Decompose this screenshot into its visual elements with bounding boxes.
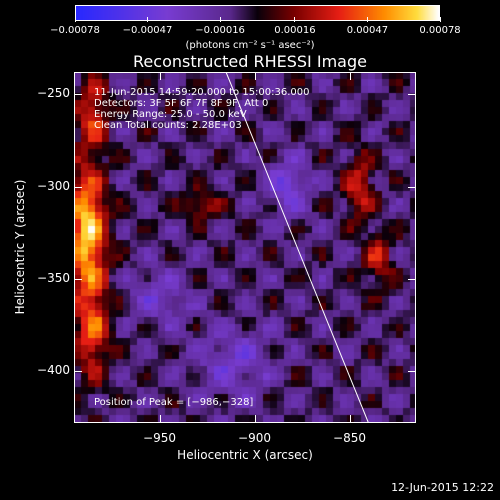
y-tick-mark bbox=[74, 94, 82, 96]
x-axis-label: Heliocentric X (arcsec) bbox=[177, 448, 313, 462]
colorbar-tick-mark bbox=[294, 17, 296, 22]
y-tick-label: −300 bbox=[37, 178, 70, 193]
colorbar-tick-label: −0.00047 bbox=[122, 25, 173, 36]
annotation-energy: Energy Range: 25.0 - 50.0 keV bbox=[94, 109, 247, 120]
x-tick-mark bbox=[254, 415, 256, 423]
colorbar-tick-mark bbox=[219, 17, 221, 22]
x-tick-label: −850 bbox=[333, 431, 366, 445]
colorbar-tick-label: −0.00078 bbox=[50, 25, 100, 36]
annotation-time: 11-Jun-2015 14:59:20.000 to 15:00:36.000 bbox=[94, 87, 310, 98]
annotation-detectors: Detectors: 3F 5F 6F 7F 8F 9F, Att 0 bbox=[94, 98, 269, 109]
colorbar-tick-label: 0.00078 bbox=[419, 25, 461, 36]
x-tick-label: −950 bbox=[143, 431, 176, 445]
peak-position-label: Position of Peak = [−986,−328] bbox=[94, 397, 254, 408]
annotation-clean: Clean Total counts: 2.28E+03 bbox=[94, 120, 242, 131]
x-tick-mark bbox=[254, 72, 256, 80]
colorbar-tick-label: 0.00016 bbox=[274, 25, 316, 36]
x-tick-label: −900 bbox=[238, 431, 271, 445]
colorbar-units: (photons cm⁻² s⁻¹ asec⁻²) bbox=[185, 40, 315, 51]
colorbar-tick-label: 0.00047 bbox=[346, 25, 389, 36]
plot-overlay bbox=[225, 72, 369, 423]
y-tick-mark bbox=[74, 371, 82, 373]
y-tick-mark bbox=[408, 186, 416, 188]
colorbar-tick-mark bbox=[439, 17, 441, 22]
heatmap-image bbox=[74, 72, 416, 423]
y-tick-label: −350 bbox=[37, 270, 70, 285]
y-tick-mark bbox=[74, 186, 82, 188]
y-axis-label: Heliocentric Y (arcsec) bbox=[13, 179, 27, 315]
colorbar-tick-mark bbox=[74, 17, 76, 22]
annotation-block: 11-Jun-2015 14:59:20.000 to 15:00:36.000… bbox=[94, 87, 310, 131]
colorbar-tick-mark bbox=[147, 17, 149, 22]
plot-frame bbox=[74, 72, 416, 423]
datestamp: 12-Jun-2015 12:22 bbox=[391, 481, 494, 494]
y-tick-mark bbox=[408, 94, 416, 96]
chart-title: Reconstructed RHESSI Image bbox=[133, 52, 367, 71]
y-tick-mark bbox=[408, 371, 416, 373]
solar-limb-line bbox=[225, 72, 369, 423]
x-tick-mark bbox=[159, 72, 161, 80]
colorbar bbox=[75, 5, 440, 21]
colorbar-tick-label: −0.00016 bbox=[195, 25, 245, 36]
colorbar-tick-mark bbox=[366, 17, 368, 22]
x-tick-mark bbox=[159, 415, 161, 423]
y-tick-mark bbox=[74, 278, 82, 280]
x-tick-mark bbox=[349, 415, 351, 423]
y-tick-mark bbox=[408, 278, 416, 280]
y-tick-label: −400 bbox=[37, 363, 70, 378]
y-tick-label: −250 bbox=[37, 86, 70, 101]
x-tick-mark bbox=[349, 72, 351, 80]
